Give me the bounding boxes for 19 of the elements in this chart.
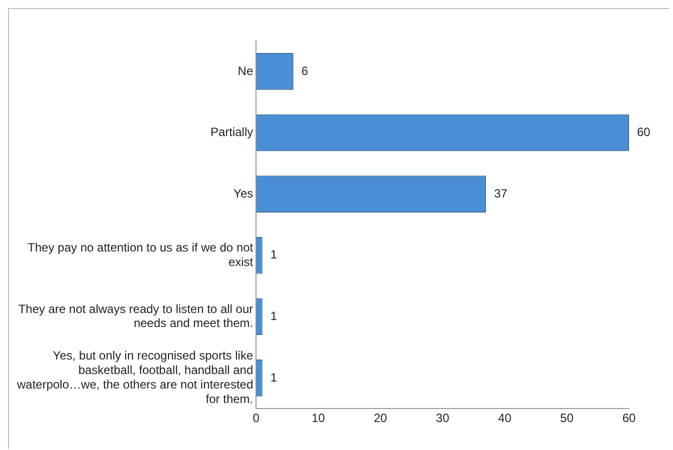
x-tick-label: 10 (312, 411, 326, 426)
x-tick-label: 40 (498, 411, 512, 426)
x-tick-label: 0 (252, 411, 260, 426)
y-tick-label: Ne (238, 64, 254, 78)
y-tick-label: They are not always ready to listen to all our needs and meet them. (18, 302, 254, 330)
x-tick-label: 20 (374, 411, 388, 426)
y-tick-label: Yes, but only in recognised sports like basketball, football, handball and waterpolo…we, the others are not interested for them. (16, 348, 254, 406)
x-tick-label: 50 (560, 411, 574, 426)
data-label: 1 (270, 370, 278, 384)
data-label: 6 (301, 64, 308, 78)
x-tick-label: 60 (622, 411, 636, 426)
y-tick-label: They pay no attention to us as if we do not exist (28, 240, 254, 269)
data-label: 1 (270, 248, 278, 262)
y-tick-label: Yes (234, 186, 254, 200)
data-label: 60 (637, 125, 651, 140)
data-label: 1 (270, 308, 278, 323)
x-tick-label: 30 (436, 411, 450, 426)
data-label: 37 (494, 186, 508, 200)
y-tick-label: Partially (210, 125, 254, 140)
